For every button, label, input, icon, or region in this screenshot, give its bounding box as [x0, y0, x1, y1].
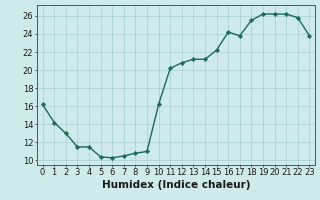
- X-axis label: Humidex (Indice chaleur): Humidex (Indice chaleur): [102, 180, 250, 190]
